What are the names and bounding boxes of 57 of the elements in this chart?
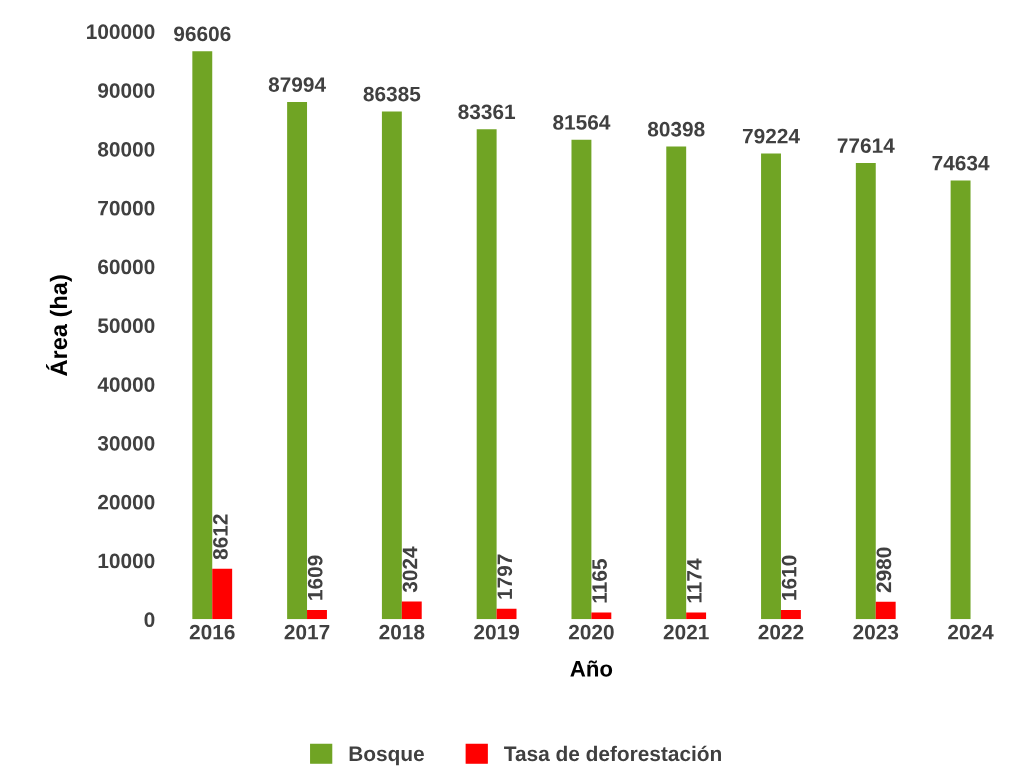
data-label: 8612 <box>213 514 228 560</box>
x-tick-label: 2023 <box>853 624 899 640</box>
bar <box>686 612 707 620</box>
bar <box>761 153 781 620</box>
y-tick-label: 30000 <box>97 435 155 451</box>
y-tick-label: 90000 <box>98 83 155 98</box>
data-label: 79224 <box>742 128 800 144</box>
data-label: 80398 <box>647 121 705 137</box>
y-tick-label: 80000 <box>97 141 155 157</box>
bar <box>571 139 592 620</box>
bar <box>192 51 213 620</box>
y-axis-title: Área (ha) <box>46 275 72 376</box>
data-label: 1610 <box>781 555 797 600</box>
y-tick-label: 100000 <box>87 24 155 40</box>
x-tick-label: 2017 <box>284 624 330 640</box>
bar <box>401 601 422 620</box>
data-label: 3024 <box>402 546 418 593</box>
bar <box>476 129 497 620</box>
x-tick-label: 2019 <box>474 624 520 640</box>
data-label: 1609 <box>307 555 323 600</box>
data-label: 96606 <box>174 26 231 42</box>
data-label: 86385 <box>363 86 421 102</box>
bar <box>950 180 971 620</box>
y-tick-label: 20000 <box>98 494 155 510</box>
x-tick-label: 2016 <box>189 624 235 640</box>
data-label: 83361 <box>458 104 516 120</box>
bar <box>287 101 308 620</box>
bar <box>666 146 687 620</box>
bar <box>496 608 517 620</box>
data-label: 87994 <box>268 77 326 92</box>
x-tick-label: 2024 <box>948 624 994 640</box>
bar <box>855 162 876 620</box>
x-tick-label: 2021 <box>663 624 709 640</box>
x-tick-label: 2020 <box>568 624 614 640</box>
data-label: 1797 <box>497 554 513 599</box>
bar <box>212 568 233 620</box>
x-axis-title: Año <box>570 660 613 677</box>
y-tick-label: 50000 <box>97 318 155 334</box>
data-label: 2980 <box>876 547 892 593</box>
y-tick-label: 60000 <box>98 259 155 275</box>
data-label: 81564 <box>553 115 611 130</box>
y-tick-label: 10000 <box>98 553 155 569</box>
bar <box>780 609 801 620</box>
data-label: 77614 <box>837 138 895 153</box>
y-tick-label: 70000 <box>98 200 155 216</box>
bar <box>875 601 896 620</box>
legend-label: Bosque <box>349 746 424 766</box>
y-tick-label: 40000 <box>97 377 155 392</box>
x-tick-label: 2022 <box>758 624 804 640</box>
legend-label: Tasa de deforestación <box>504 745 721 762</box>
x-tick-label: 2018 <box>379 624 425 640</box>
data-label: 74634 <box>932 155 990 171</box>
data-label: 1174 <box>687 558 702 603</box>
y-tick-label: 0 <box>144 612 155 628</box>
data-label: 1165 <box>592 559 607 603</box>
bar <box>307 609 327 620</box>
bar <box>381 111 402 620</box>
